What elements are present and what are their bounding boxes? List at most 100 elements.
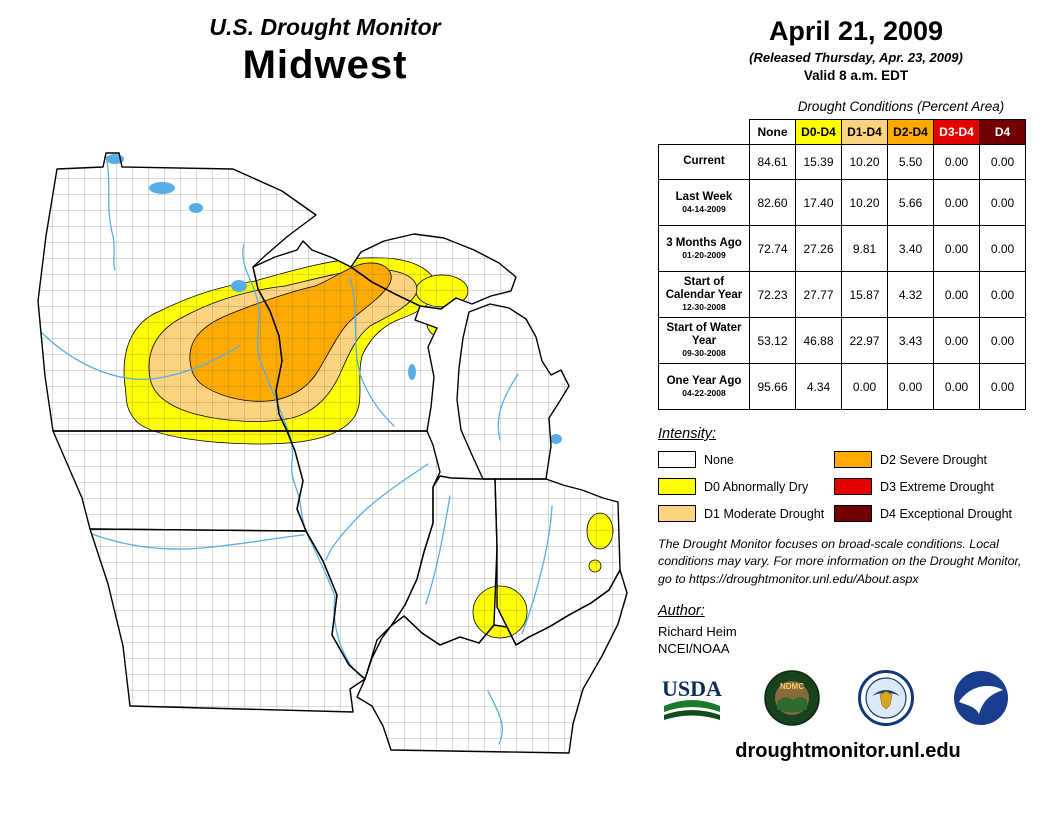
table-cell: 82.60	[749, 179, 796, 226]
report-date: April 21, 2009	[768, 16, 944, 46]
red-lake	[149, 182, 175, 194]
col-header-d0d4: D0-D4	[795, 119, 842, 145]
drought-map	[20, 146, 634, 766]
lake-winnebago	[408, 364, 416, 380]
col-header-none: None	[749, 119, 796, 145]
legend-item-d1: D1 Moderate Drought	[658, 505, 834, 522]
title-block: U.S. Drought Monitor Midwest	[0, 14, 650, 88]
table-cell: 5.50	[887, 144, 934, 180]
ndmc-logo: NDMC	[763, 670, 820, 726]
region-title: Midwest	[242, 43, 408, 87]
table-cell: 5.66	[887, 179, 934, 226]
wisconsin-river	[349, 277, 395, 427]
table-cell: 0.00	[979, 363, 1026, 410]
row-label: Start of Calendar Year 12-30-2008	[658, 271, 750, 318]
table-cell: 84.61	[749, 144, 796, 180]
kentucky-river	[487, 690, 503, 745]
table-cell: 17.40	[795, 179, 842, 226]
table-cell: 72.23	[749, 271, 796, 318]
usda-swoosh	[664, 700, 720, 713]
commerce-seal-logo	[858, 670, 915, 727]
legend-title: Intensity:	[658, 426, 717, 442]
row-label: Current	[658, 144, 750, 180]
ndmc-hills	[776, 697, 807, 713]
table-cell: 9.81	[841, 225, 888, 272]
table-cell: 15.87	[841, 271, 888, 318]
legend-item-d2: D2 Severe Drought	[834, 451, 1012, 468]
county-grid	[38, 153, 627, 753]
legend-item-d3: D3 Extreme Drought	[834, 478, 1012, 495]
svg-text:USDA: USDA	[662, 676, 722, 701]
midwest-drought-map-svg	[37, 152, 628, 754]
noaa-logo	[953, 671, 1008, 726]
table-cell: 0.00	[933, 271, 980, 318]
release-date: (Released Thursday, Apr. 23, 2009)	[749, 50, 963, 65]
table-cell: 0.00	[841, 363, 888, 410]
d4-swatch	[834, 505, 872, 522]
scioto-river	[521, 505, 553, 635]
table-row-current: Current 84.61 15.39 10.20 5.50 0.00 0.00	[658, 144, 1026, 180]
d3-swatch	[834, 478, 872, 495]
wabash-river	[425, 495, 451, 605]
agency-logos: USDA NDMC	[658, 669, 1010, 727]
date-block: April 21, 2009 (Released Thursday, Apr. …	[658, 16, 1054, 83]
usda-logo: USDA	[662, 676, 722, 721]
svg-text:NDMC: NDMC	[780, 682, 804, 691]
d2-swatch	[834, 451, 872, 468]
table-cell: 0.00	[979, 225, 1026, 272]
rivers	[41, 155, 553, 745]
footer-url: droughtmonitor.unl.edu	[735, 740, 961, 763]
row-label: Start of Water Year 09-30-2008	[658, 317, 750, 364]
commerce-shield	[879, 690, 893, 710]
table-header-row: None D0-D4 D1-D4 D2-D4 D3-D4 D4	[658, 119, 1026, 145]
table-cell: 22.97	[841, 317, 888, 364]
table-cell: 46.88	[795, 317, 842, 364]
intensity-legend: Intensity: None D0 Abnormally Dry D1 Mod…	[658, 426, 1054, 522]
info-panel: April 21, 2009 (Released Thursday, Apr. …	[658, 16, 1054, 763]
table-cell: 0.00	[933, 144, 980, 180]
missouri-river	[91, 533, 305, 550]
table-cell: 27.26	[795, 225, 842, 272]
red-river	[105, 155, 116, 271]
grand-river	[497, 373, 519, 441]
leech-lake	[189, 203, 203, 213]
d0-swatch	[658, 478, 696, 495]
row-label: 3 Months Ago 01-20-2009	[658, 225, 750, 272]
author-heading: Author:	[658, 603, 705, 620]
row-label: Last Week 04-14-2009	[658, 179, 750, 226]
disclaimer-text: The Drought Monitor focuses on broad-sca…	[658, 537, 1022, 586]
row-label: One Year Ago 04-22-2008	[658, 363, 750, 410]
table-row-3-months-ago: 3 Months Ago 01-20-2009 72.74 27.26 9.81 …	[658, 225, 1026, 272]
table-cell: 95.66	[749, 363, 796, 410]
col-header-d2d4: D2-D4	[887, 119, 934, 145]
table-row-last-week: Last Week 04-14-2009 82.60 17.40 10.20 5.…	[658, 179, 1026, 226]
d1-swatch	[658, 505, 696, 522]
table-row-start-calendar-year: Start of Calendar Year 12-30-2008 72.23 2…	[658, 271, 1026, 318]
mississippi-river	[242, 243, 366, 679]
drought-conditions-table: None D0-D4 D1-D4 D2-D4 D3-D4 D4 Current …	[658, 119, 1026, 410]
table-cell: 53.12	[749, 317, 796, 364]
table-cell: 3.43	[887, 317, 934, 364]
usda-swoosh-2	[664, 710, 720, 721]
table-row-one-year-ago: One Year Ago 04-22-2008 95.66 4.34 0.00 0…	[658, 363, 1026, 410]
minnesota-river	[41, 332, 241, 380]
legend-item-d0: D0 Abnormally Dry	[658, 478, 834, 495]
col-header-d4: D4	[979, 119, 1026, 145]
table-cell: 4.32	[887, 271, 934, 318]
noaa-gull	[958, 686, 1003, 715]
table-cell: 0.00	[979, 144, 1026, 180]
mille-lacs-lake	[231, 280, 247, 292]
table-cell: 0.00	[933, 363, 980, 410]
table-cell: 72.74	[749, 225, 796, 272]
none-swatch	[658, 451, 696, 468]
page-title: U.S. Drought Monitor	[209, 14, 441, 40]
table-cell: 10.20	[841, 144, 888, 180]
table-cell: 3.40	[887, 225, 934, 272]
table-cell: 4.34	[795, 363, 842, 410]
lake-st-clair	[550, 434, 562, 444]
valid-time: Valid 8 a.m. EDT	[803, 68, 909, 83]
table-cell: 27.77	[795, 271, 842, 318]
table-cell: 10.20	[841, 179, 888, 226]
author-org: NCEI/NOAA	[658, 641, 730, 657]
